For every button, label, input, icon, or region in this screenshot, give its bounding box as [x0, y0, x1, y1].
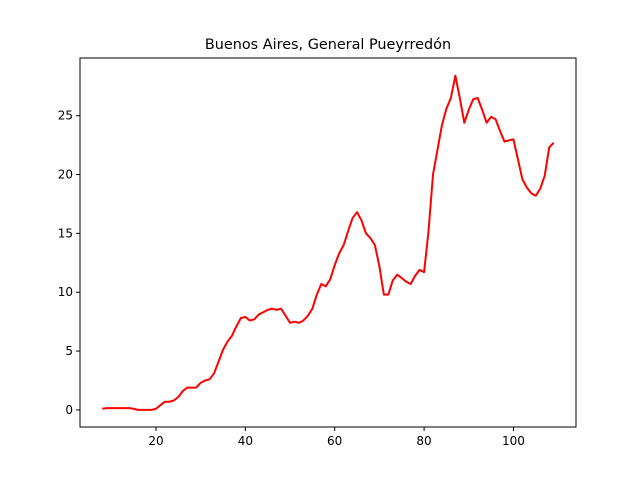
- series-layer: [102, 74, 555, 411]
- x-axis-ticks: 20 40 60 80 100: [148, 427, 525, 448]
- y-tick-label: 20: [58, 168, 73, 182]
- x-tick-label: 100: [502, 434, 525, 448]
- x-tick-label: 40: [238, 434, 253, 448]
- x-tick-label: 60: [327, 434, 342, 448]
- x-tick-label: 20: [148, 434, 163, 448]
- y-tick-label: 15: [58, 226, 73, 240]
- y-tick-label: 5: [65, 344, 73, 358]
- y-axis-ticks: 0 5 10 15 20 25: [58, 109, 80, 417]
- x-tick-label: 80: [416, 434, 431, 448]
- y-tick-label: 25: [58, 109, 73, 123]
- chart-title: Buenos Aires, General Pueyrredón: [205, 37, 451, 53]
- series-line-0: [102, 74, 555, 411]
- y-tick-label: 0: [65, 403, 73, 417]
- plot-frame: [79, 57, 577, 428]
- y-tick-label: 10: [58, 285, 73, 299]
